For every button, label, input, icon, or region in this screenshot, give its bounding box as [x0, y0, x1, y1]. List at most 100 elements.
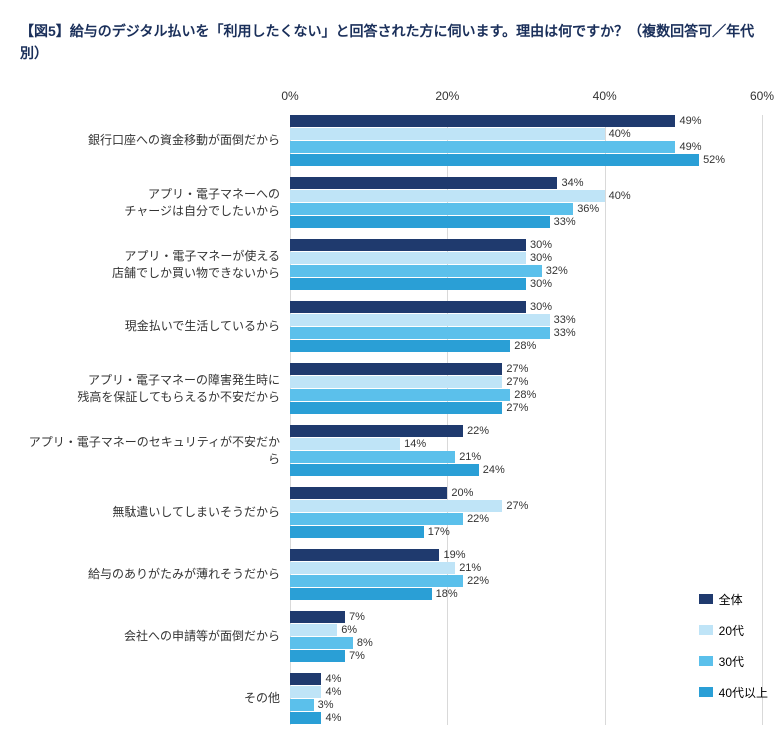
bar-row: 40%	[290, 190, 762, 203]
bar	[290, 203, 573, 215]
bar-value-label: 33%	[554, 314, 576, 326]
bar-value-label: 27%	[506, 402, 528, 414]
bar-value-label: 27%	[506, 376, 528, 388]
bar-row: 32%	[290, 265, 762, 278]
bar	[290, 265, 542, 277]
bar-value-label: 20%	[451, 487, 473, 499]
bar-group: 7%6%8%7%	[290, 611, 762, 663]
chart-area: 0%20%40%60% 銀行口座への資金移動が面倒だから49%40%49%52%…	[20, 89, 762, 735]
bar	[290, 686, 321, 698]
category-row: アプリ・電子マネーへのチャージは自分でしたいから 34% 40% 36%33%	[20, 177, 762, 229]
bar-row: 21%	[290, 451, 762, 464]
bar-row: 34%	[290, 177, 762, 190]
bar	[290, 376, 502, 388]
bar-row: 22%	[290, 575, 762, 588]
bar-value-label: 22%	[467, 513, 489, 525]
bar-value-label: 19%	[443, 549, 465, 561]
bar-value-label: 21%	[459, 562, 481, 574]
bar-row: 36%	[290, 203, 762, 216]
category-label: アプリ・電子マネーへのチャージは自分でしたいから	[20, 177, 290, 229]
bar-value-label: 6%	[341, 624, 357, 636]
category-row: 現金払いで生活しているから30%33%33%28%	[20, 301, 762, 353]
bar-row: 19%	[290, 549, 762, 562]
bar	[290, 712, 321, 724]
bar-value-label: 49%	[679, 115, 701, 127]
bar-group: 30%33%33%28%	[290, 301, 762, 353]
bar-value-label: 30%	[530, 239, 552, 251]
bar-row: 4%	[290, 712, 762, 725]
bar	[290, 650, 345, 662]
bar-value-label: 22%	[467, 575, 489, 587]
bar	[290, 115, 675, 127]
bar	[290, 425, 463, 437]
category-label: その他	[20, 673, 290, 725]
bar-value-label: 4%	[325, 673, 341, 685]
bar-group: 49%40%49%52%	[290, 115, 762, 167]
bar	[290, 611, 345, 623]
bar-row: 4%	[290, 686, 762, 699]
bar	[290, 190, 605, 202]
bar	[290, 314, 550, 326]
bar-value-label: 21%	[459, 451, 481, 463]
bar	[290, 549, 439, 561]
bar-row: 28%	[290, 389, 762, 402]
bar	[290, 340, 510, 352]
bar-value-label: 52%	[703, 154, 725, 166]
bar-row: 8%	[290, 637, 762, 650]
bar-value-label: 33%	[554, 327, 576, 339]
x-axis-tick: 20%	[435, 89, 459, 103]
bar	[290, 177, 557, 189]
category-row: その他4%4%3%4%	[20, 673, 762, 725]
x-axis-tick: 60%	[750, 89, 774, 103]
bar	[290, 637, 353, 649]
bar	[290, 402, 502, 414]
bar-row: 24%	[290, 464, 762, 477]
bar-value-label: 3%	[318, 699, 334, 711]
bar	[290, 363, 502, 375]
bar-value-label: 4%	[325, 712, 341, 724]
bar-value-label: 14%	[404, 438, 426, 450]
plot-area: 銀行口座への資金移動が面倒だから49%40%49%52%アプリ・電子マネーへのチ…	[20, 115, 762, 735]
bar-value-label: 40%	[609, 190, 631, 202]
bar-group: 27%27%28%27%	[290, 363, 762, 415]
chart-title: 【図5】給与のデジタル払いを「利用したくない」と回答された方に伺います。理由は何…	[20, 20, 762, 65]
bar	[290, 513, 463, 525]
bar-value-label: 34%	[561, 177, 583, 189]
bar-group: 4%4%3%4%	[290, 673, 762, 725]
bar	[290, 500, 502, 512]
bar-row: 49%	[290, 115, 762, 128]
bar-value-label: 22%	[467, 425, 489, 437]
bar-row: 30%	[290, 252, 762, 265]
bar-value-label: 18%	[436, 588, 458, 600]
bar	[290, 278, 526, 290]
bar	[290, 128, 605, 140]
bar	[290, 438, 400, 450]
bar	[290, 562, 455, 574]
category-label: アプリ・電子マネーのセキュリティが不安だから	[20, 425, 290, 477]
bar-value-label: 33%	[554, 216, 576, 228]
category-row: 給与のありがたみが薄れそうだから 19%21%22% 18%	[20, 549, 762, 601]
bar-row: 21%	[290, 562, 762, 575]
bar-value-label: 36%	[577, 203, 599, 215]
bar-value-label: 30%	[530, 278, 552, 290]
bar-value-label: 30%	[530, 252, 552, 264]
category-label: 給与のありがたみが薄れそうだから	[20, 549, 290, 601]
category-label: 無駄遣いしてしまいそうだから	[20, 487, 290, 539]
bar	[290, 624, 337, 636]
category-label: 現金払いで生活しているから	[20, 301, 290, 353]
bar	[290, 252, 526, 264]
bar	[290, 141, 675, 153]
category-row: アプリ・電子マネーのセキュリティが不安だから 22% 14% 21%24%	[20, 425, 762, 477]
bar-value-label: 7%	[349, 611, 365, 623]
bar-row: 33%	[290, 314, 762, 327]
bar	[290, 451, 455, 463]
bar-row: 30%	[290, 239, 762, 252]
bar	[290, 464, 479, 476]
bar-row: 7%	[290, 650, 762, 663]
category-label: 会社への申請等が面倒だから	[20, 611, 290, 663]
bar-value-label: 32%	[546, 265, 568, 277]
bar-row: 14%	[290, 438, 762, 451]
x-axis: 0%20%40%60%	[20, 89, 762, 107]
bar	[290, 216, 550, 228]
bar-row: 30%	[290, 301, 762, 314]
